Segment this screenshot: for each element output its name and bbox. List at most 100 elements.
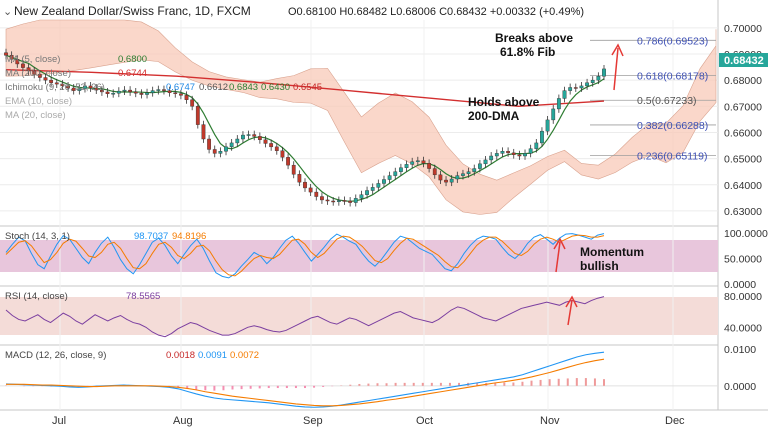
last-price-tag: 0.68432: [719, 53, 768, 67]
price-arrow-head: [611, 43, 624, 57]
candle-body: [212, 149, 217, 154]
x-axis-labels: Jul Aug Sep Oct Nov Dec: [52, 415, 685, 427]
macd-line-value: 0.0091: [198, 350, 227, 361]
rsi-title[interactable]: RSI (14, close): [5, 291, 68, 302]
macd-signal-line: [6, 358, 605, 407]
annotation-holds-line1: Holds above: [468, 95, 540, 109]
candlesticks: [4, 48, 606, 207]
candle-body: [257, 136, 262, 140]
candle-body: [353, 198, 358, 203]
candle-body: [224, 146, 228, 152]
legend-ma200-value: 0.6744: [118, 68, 147, 79]
candle-body: [585, 82, 589, 87]
legend-ma5-value: 0.6800: [118, 54, 147, 65]
candle-body: [382, 179, 386, 184]
candle-body: [325, 199, 330, 202]
candle-body: [9, 55, 14, 60]
ichimoku-cloud: [5, 19, 717, 215]
candle-body: [336, 200, 341, 202]
fib-label: 0.382(0.66288): [637, 120, 708, 132]
candle-body: [444, 179, 448, 183]
candle-body: [489, 155, 494, 161]
candle-body: [83, 85, 87, 89]
annotation-momentum-line2: bullish: [580, 259, 619, 273]
ohlc-readout: O0.68100 H0.68482 L0.68006 C0.68432 +0.0…: [288, 6, 584, 18]
candle-body: [66, 85, 70, 89]
stoch-title[interactable]: Stoch (14, 3, 1): [5, 231, 70, 242]
rsi-panel: [5, 296, 605, 338]
candle-body: [387, 175, 392, 180]
x-tick-label: Jul: [52, 415, 66, 427]
candle-body: [523, 153, 527, 157]
fibonacci-levels: 0.786(0.69523) 0.618(0.68178) 0.5(0.67233)…: [590, 35, 716, 163]
candle-body: [483, 159, 488, 165]
legend-ma20-label[interactable]: MA (20, close): [5, 110, 66, 121]
stoch-y-tick: 0.0000: [724, 279, 756, 291]
stoch-arrow: [555, 241, 561, 273]
rsi-line: [5, 296, 605, 338]
candle-body: [466, 171, 471, 174]
candle-body: [455, 175, 460, 180]
legend-ma200-label[interactable]: MA (200, close): [5, 68, 71, 79]
candle-body: [297, 174, 302, 183]
legend-ma5-label[interactable]: MA (5, close): [5, 54, 60, 65]
indicator-legend: MA (200, close) 0.6744 MA (5, close) 0.6…: [5, 54, 322, 121]
candle-body: [551, 108, 556, 121]
candle-body: [438, 174, 443, 181]
subpanel-legends: Stoch (14, 3, 1) 98.7037 94.8196 RSI (14…: [5, 231, 259, 361]
chart-header: ⌄ New Zealand Dollar/Swiss Franc, 1D, FX…: [3, 4, 584, 18]
price-y-tick: 0.65000: [724, 154, 762, 166]
candle-body: [274, 146, 279, 151]
candle-body: [410, 161, 415, 165]
grid-lines: [0, 20, 718, 410]
candle-body: [88, 85, 93, 89]
candle-body: [128, 89, 133, 93]
candle-body: [105, 91, 110, 94]
candle-body: [167, 90, 172, 93]
rsi-y-tick: 40.0000: [724, 322, 762, 334]
rsi-arrow-head: [565, 295, 578, 308]
legend-ichimoku-label[interactable]: Ichimoku (9, 26, 52, 26): [5, 82, 105, 93]
stoch-y-tick: 100.0000: [724, 228, 768, 240]
candle-body: [376, 183, 381, 188]
candle-body: [331, 200, 336, 203]
candle-body: [145, 92, 149, 95]
candle-body: [556, 98, 561, 110]
candle-body: [602, 68, 606, 77]
candle-body: [399, 167, 403, 172]
rsi-y-tick: 80.0000: [724, 291, 762, 303]
candle-body: [511, 152, 516, 155]
candle-body: [184, 95, 189, 100]
price-y-tick: 0.70000: [724, 23, 762, 35]
ma200-line: [5, 68, 605, 108]
candle-body: [308, 187, 313, 193]
candle-body: [517, 154, 522, 157]
candle-body: [568, 87, 573, 91]
candle-body: [432, 168, 437, 176]
candle-body: [49, 79, 54, 83]
candle-body: [291, 164, 296, 175]
macd-y-tick: 0.0000: [724, 381, 756, 393]
candle-body: [286, 157, 290, 166]
candle-body: [269, 143, 274, 148]
stoch-line: [5, 233, 605, 279]
candle-body: [506, 151, 510, 154]
candle-body: [528, 148, 533, 154]
collapse-icon[interactable]: ⌄: [3, 6, 12, 18]
candle-body: [94, 87, 99, 91]
candle-body: [37, 74, 42, 78]
candle-body: [562, 90, 567, 99]
stoch-y-tick: 50.0000: [724, 254, 762, 266]
macd-y-tick: 0.0100: [724, 344, 756, 356]
annotation-momentum-line1: Momentum: [580, 245, 644, 259]
candle-body: [26, 67, 31, 72]
macd-title[interactable]: MACD (12, 26, close, 9): [5, 350, 106, 361]
candle-body: [359, 194, 364, 199]
annotation-arrows: [553, 43, 624, 326]
candle-body: [116, 90, 121, 94]
fib-label: 0.5(0.67233): [637, 95, 697, 107]
stoch-arrow-head: [553, 237, 566, 250]
legend-ichimoku-v3: 0.6430: [261, 82, 290, 93]
legend-ema-label[interactable]: EMA (10, close): [5, 96, 72, 107]
